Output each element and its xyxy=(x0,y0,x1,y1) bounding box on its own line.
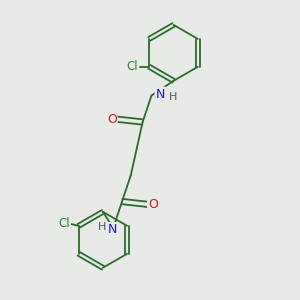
Text: H: H xyxy=(169,92,177,102)
Text: N: N xyxy=(156,88,165,100)
Text: H: H xyxy=(98,222,106,232)
Text: N: N xyxy=(108,223,117,236)
Text: O: O xyxy=(107,112,117,126)
Text: Cl: Cl xyxy=(58,217,70,230)
Text: O: O xyxy=(148,198,158,211)
Text: Cl: Cl xyxy=(127,60,138,73)
